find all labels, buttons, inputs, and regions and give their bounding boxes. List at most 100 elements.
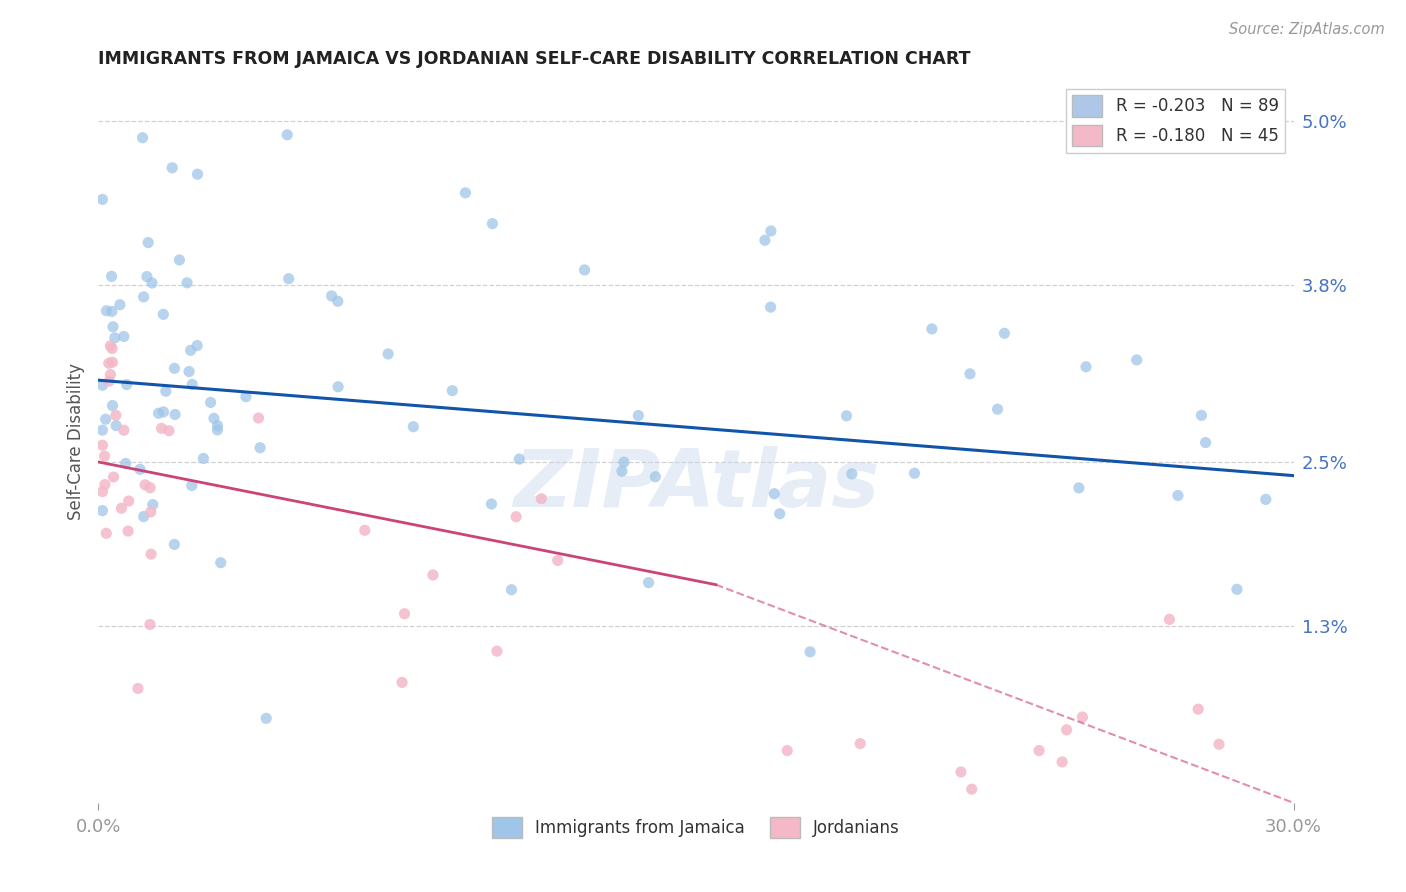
Point (1071, 710, 1094, 724)
Point (181, 377, 204, 392)
Point (377, 347, 399, 361)
Point (249, 441, 271, 455)
Point (1050, 755, 1073, 769)
Point (849, 737, 872, 751)
Point (155, 384, 177, 399)
Point (530, 491, 553, 506)
Point (148, 406, 170, 420)
Point (142, 498, 165, 512)
Point (101, 319, 124, 334)
Point (108, 298, 131, 312)
Point (91, 378, 114, 392)
Point (1208, 737, 1230, 751)
Point (841, 467, 863, 481)
Point (754, 233, 776, 247)
Point (94, 477, 117, 491)
Point (485, 644, 508, 658)
Point (1159, 612, 1181, 626)
Point (1028, 743, 1050, 757)
Point (644, 470, 666, 484)
Text: Source: ZipAtlas.com: Source: ZipAtlas.com (1229, 22, 1385, 37)
Point (136, 235, 159, 250)
Point (101, 355, 124, 369)
Point (139, 481, 162, 495)
Point (115, 377, 138, 392)
Point (91, 504, 114, 518)
Point (1056, 723, 1078, 737)
Point (139, 617, 162, 632)
Point (247, 411, 270, 425)
Point (134, 478, 156, 492)
Point (118, 494, 141, 508)
Point (1187, 702, 1209, 716)
Point (136, 269, 159, 284)
Point (193, 451, 215, 466)
Point (254, 711, 277, 725)
Point (160, 161, 183, 175)
Point (96, 303, 118, 318)
Point (960, 782, 983, 797)
Point (200, 395, 222, 409)
Point (104, 409, 127, 423)
Point (1067, 481, 1090, 495)
Point (152, 307, 174, 321)
Point (949, 764, 972, 779)
Point (112, 423, 135, 437)
Point (112, 329, 135, 343)
Point (141, 276, 163, 290)
Point (96, 526, 118, 541)
Point (114, 457, 136, 471)
Point (637, 575, 659, 590)
Point (1254, 492, 1277, 507)
Point (402, 419, 425, 434)
Point (132, 290, 155, 304)
Point (209, 556, 232, 570)
Point (326, 380, 349, 394)
Point (117, 524, 139, 538)
Point (91, 193, 114, 207)
Point (132, 509, 155, 524)
Point (394, 607, 416, 621)
Point (986, 402, 1008, 417)
Legend: Immigrants from Jamaica, Jordanians: Immigrants from Jamaica, Jordanians (485, 810, 907, 845)
Point (186, 338, 208, 352)
Point (1191, 409, 1213, 423)
Point (100, 269, 122, 284)
Point (101, 399, 124, 413)
Point (98, 374, 121, 388)
Point (501, 582, 523, 597)
Point (574, 263, 596, 277)
Point (769, 507, 792, 521)
Point (441, 384, 464, 398)
Point (129, 462, 152, 476)
Point (91, 423, 114, 437)
Y-axis label: Self-Care Disability: Self-Care Disability (66, 363, 84, 520)
Point (353, 523, 375, 537)
Point (91, 484, 114, 499)
Point (613, 455, 636, 469)
Point (1074, 359, 1097, 374)
Point (103, 470, 125, 484)
Point (959, 367, 981, 381)
Point (235, 390, 257, 404)
Text: ZIPAtlas: ZIPAtlas (513, 446, 879, 524)
Text: IMMIGRANTS FROM JAMAICA VS JORDANIAN SELF-CARE DISABILITY CORRELATION CHART: IMMIGRANTS FROM JAMAICA VS JORDANIAN SEL… (98, 50, 972, 68)
Point (101, 304, 124, 318)
Point (202, 411, 225, 425)
Point (163, 408, 186, 422)
Point (835, 409, 858, 423)
Point (903, 467, 925, 481)
Point (180, 343, 202, 358)
Point (101, 342, 124, 356)
Point (207, 423, 229, 437)
Point (207, 418, 229, 433)
Point (627, 409, 650, 423)
Point (104, 331, 127, 345)
Point (163, 361, 186, 376)
Point (157, 424, 180, 438)
Point (276, 128, 298, 142)
Point (150, 421, 173, 435)
Point (1125, 353, 1147, 368)
Point (321, 289, 343, 303)
Point (139, 505, 162, 519)
